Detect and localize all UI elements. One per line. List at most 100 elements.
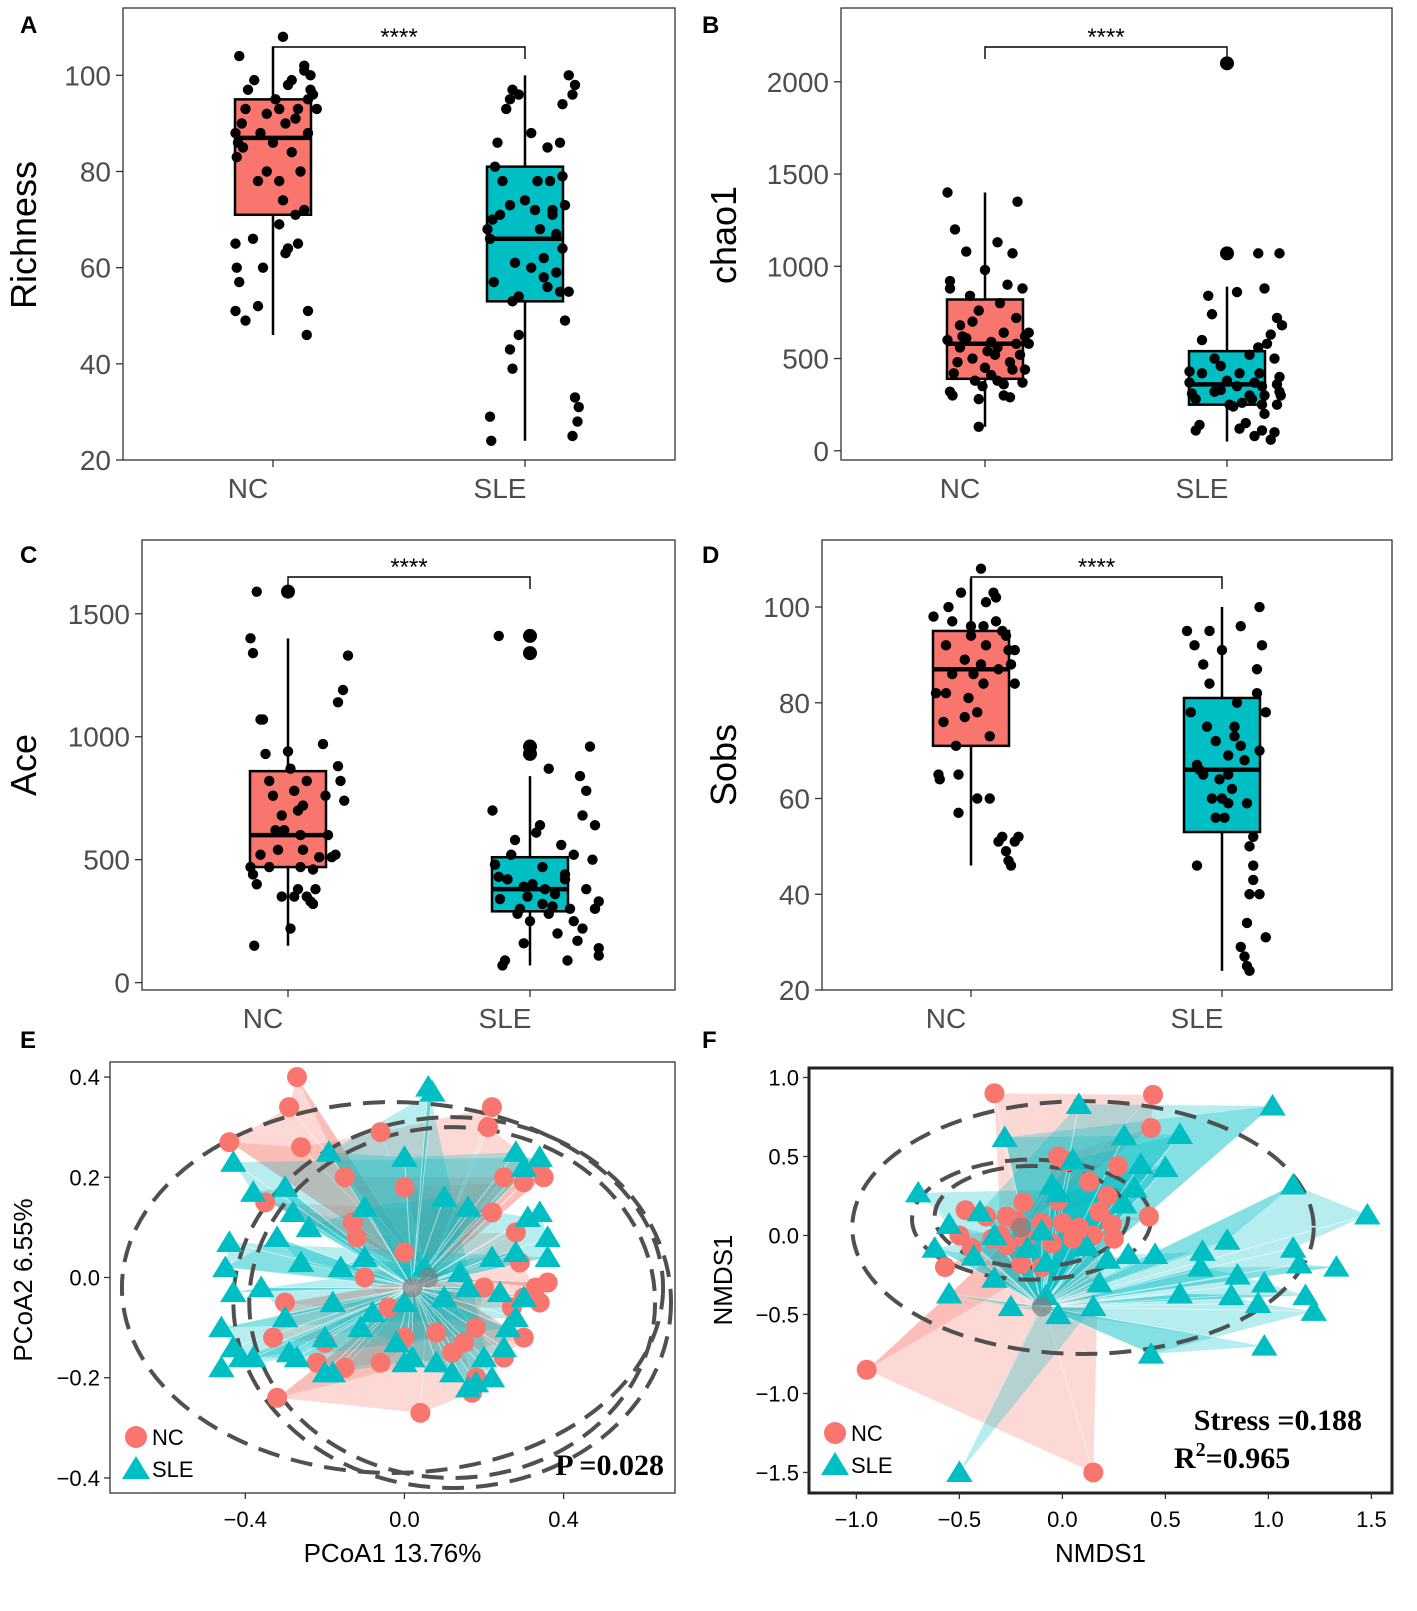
jitter-point — [299, 204, 310, 216]
point-sle — [1065, 1092, 1093, 1114]
spider-line — [233, 1161, 413, 1288]
jitter-point — [1246, 393, 1258, 405]
outlier-point — [523, 646, 537, 661]
jitter-point — [252, 175, 264, 187]
y-tick-label: 1000 — [767, 251, 829, 282]
spider-wedge-sle — [412, 1287, 485, 1388]
point-sle — [271, 1305, 299, 1328]
jitter-point — [513, 291, 524, 302]
jitter-point — [1004, 392, 1016, 403]
jitter-point — [1240, 417, 1251, 429]
jitter-point — [1236, 397, 1248, 409]
point-sle — [1059, 1147, 1086, 1170]
r2-value: =0.965 — [1206, 1442, 1291, 1475]
jitter-point — [1216, 644, 1228, 656]
spider-line — [428, 1261, 520, 1278]
outlier-point — [1220, 56, 1234, 71]
point-sle — [391, 1145, 418, 1167]
jitter-point — [1260, 707, 1271, 718]
point-sle — [383, 1330, 410, 1353]
jitter-point — [930, 687, 942, 699]
point-sle — [997, 1294, 1025, 1317]
jitter-point — [1274, 371, 1285, 383]
jitter-point — [942, 187, 953, 198]
plot-border — [122, 7, 676, 461]
significance-label: **** — [1078, 554, 1115, 581]
point-sle — [470, 1345, 498, 1368]
spider-line — [1041, 1306, 1265, 1347]
spider-line — [380, 1132, 429, 1278]
point-nc — [856, 1359, 877, 1380]
jitter-point — [1256, 425, 1268, 436]
jitter-point — [1005, 860, 1017, 871]
jitter-point — [302, 305, 314, 317]
x-axis-title: NMDS1 — [1055, 1538, 1146, 1568]
jitter-point — [1275, 390, 1286, 401]
point-sle — [502, 1140, 530, 1162]
jitter-point — [1011, 312, 1022, 324]
jitter-point — [952, 357, 963, 368]
r2-annotation: R2=0.965 — [1174, 1439, 1290, 1475]
point-nc — [275, 1292, 296, 1313]
point-sle — [1187, 1255, 1214, 1277]
x-tick-label: NC — [243, 1003, 283, 1034]
point-nc — [370, 1122, 391, 1143]
point-sle — [319, 1360, 347, 1383]
y-tick-label: 0.5 — [768, 1144, 799, 1169]
plot-border — [821, 539, 1393, 991]
jitter-point — [1203, 290, 1214, 302]
jitter-point — [1012, 196, 1023, 207]
jitter-point — [1229, 731, 1240, 742]
panel-c: C 0 500 1000 1500 Ace NC SLE **** — [3, 539, 676, 1034]
jitter-point — [554, 286, 566, 297]
point-sle — [423, 1350, 450, 1373]
spider-wedge-sle — [1041, 1306, 1265, 1354]
jitter-point — [1248, 874, 1259, 886]
jitter-point — [295, 829, 306, 841]
jitter-point — [1189, 640, 1200, 651]
point-sle — [510, 1155, 538, 1177]
legend-sle-marker — [122, 1456, 150, 1479]
jitter-point — [1239, 951, 1250, 962]
point-sle — [220, 1280, 247, 1303]
point-sle — [960, 1244, 988, 1266]
group-centroid — [418, 1267, 439, 1288]
jitter-point — [947, 616, 958, 627]
point-sle — [946, 1460, 973, 1483]
jitter-point — [1191, 860, 1203, 871]
jitter-point — [954, 342, 966, 353]
jitter-point — [959, 711, 970, 723]
point-sle — [1244, 1291, 1272, 1314]
point-sle — [454, 1275, 482, 1298]
y-tick-label: 0.2 — [69, 1165, 100, 1190]
point-nc — [267, 1387, 288, 1408]
jitter-point — [242, 84, 254, 95]
spider-wedge-nc — [866, 1227, 1094, 1473]
jitter-point — [967, 316, 978, 327]
panel-label: B — [702, 12, 719, 39]
plot-border — [807, 1066, 1394, 1495]
point-sle — [490, 1335, 518, 1358]
jitter-point — [1229, 721, 1240, 732]
point-nc — [513, 1172, 534, 1193]
jitter-point — [230, 305, 241, 317]
jitter-point — [1259, 390, 1270, 401]
y-axis-title: NMDS1 — [708, 1234, 738, 1325]
jitter-point — [1184, 377, 1195, 388]
spider-line — [419, 1277, 429, 1413]
jitter-point — [961, 246, 972, 257]
jitter-point — [1204, 625, 1215, 637]
jitter-point — [559, 199, 571, 211]
y-tick-label: 0.0 — [768, 1223, 799, 1248]
jitter-point — [1254, 368, 1265, 379]
jitter-point — [587, 854, 598, 865]
point-sle — [478, 1365, 506, 1388]
x-tick-label: SLE — [1176, 473, 1229, 504]
x-tick-label: −0.4 — [224, 1507, 267, 1532]
point-sle — [295, 1215, 323, 1237]
jitter-point — [260, 748, 271, 760]
jitter-point — [484, 233, 496, 245]
spider-line — [427, 1211, 493, 1278]
point-sle — [1110, 1123, 1138, 1146]
jitter-point — [279, 824, 290, 836]
